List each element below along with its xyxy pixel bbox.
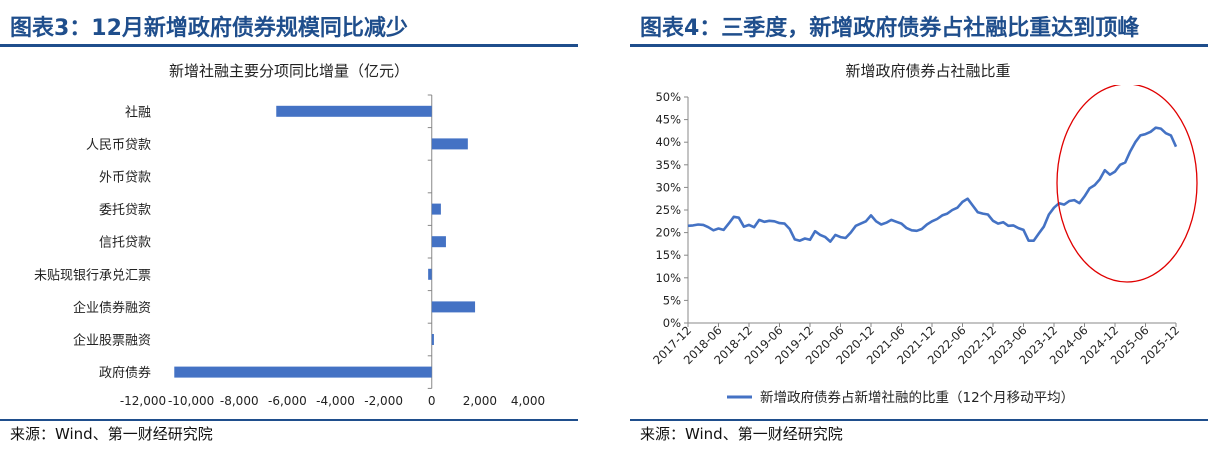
category-label: 外币贷款 [99,171,151,186]
x-tick-label: 4,000 [511,394,545,408]
category-label: 未贴现银行承兑汇票 [34,268,151,283]
category-label: 信托贷款 [99,236,151,251]
y-tick-label: 0% [663,316,681,330]
series-line [687,126,1178,243]
category-label: 人民币贷款 [86,138,151,153]
highlight-ellipse [1056,85,1198,283]
bar [431,334,434,345]
x-tick-label: -2,000 [364,394,403,408]
x-tick-label: 0 [428,394,436,408]
category-label: 社融 [125,104,151,120]
y-tick-label: 45% [655,113,681,127]
x-tick-label: -6,000 [268,394,307,408]
y-tick-label: 25% [655,203,681,217]
category-label: 企业股票融资 [73,333,151,349]
y-tick-label: 35% [655,158,681,172]
x-tick-label: -12,000 [120,394,166,408]
y-tick-label: 5% [663,293,681,307]
source-note: 来源：Wind、第一财经研究院 [10,425,213,443]
left-figure-panel: 图表3：12月新增政府债券规模同比减少 新增社融主要分项同比增量（亿元） 社融人… [0,0,585,455]
line-chart: 0%5%10%15%20%25%30%35%40%45%50%2017-1220… [650,85,1198,406]
footer-divider [630,419,1208,421]
bar [431,301,476,313]
x-tick-label: 2,000 [463,394,497,408]
bar [431,236,446,248]
figure-title: 图表3：12月新增政府债券规模同比减少 [10,16,408,41]
source-note: 来源：Wind、第一财经研究院 [640,425,843,443]
y-tick-label: 50% [655,90,681,104]
y-tick-label: 30% [655,180,681,194]
chart-title: 新增政府债券占社融比重 [845,62,1011,80]
x-tick-label: -4,000 [316,394,355,408]
category-label: 政府债券 [99,365,151,381]
bar [174,366,432,378]
right-figure-panel: 图表4：三季度，新增政府债券占社融比重达到顶峰 新增政府债券占社融比重 0% 5%… [630,0,1215,455]
title-divider [0,44,578,47]
category-label: 委托贷款 [99,203,151,218]
y-tick-label: 20% [655,226,681,240]
category-label: 企业债券融资 [73,300,151,316]
bar [428,268,432,280]
x-tick-label: -8,000 [220,394,259,408]
bar [276,105,432,117]
footer-divider [0,419,578,421]
bar [431,138,468,150]
title-divider [630,44,1208,47]
y-tick-label: 10% [655,271,681,285]
y-tick-label: 40% [655,135,681,149]
bar-chart: 社融人民币贷款外币贷款委托贷款信托贷款未贴现银行承兑汇票企业债券融资企业股票融资… [34,94,545,408]
x-tick-label: -10,000 [168,394,214,408]
figure-title: 图表4：三季度，新增政府债券占社融比重达到顶峰 [640,16,1140,41]
chart-title: 新增社融主要分项同比增量（亿元） [168,62,410,80]
bar [431,203,441,215]
y-tick-label: 15% [655,248,681,262]
legend-label: 新增政府债券占新增社融的比重（12个月移动平均） [760,390,1074,406]
